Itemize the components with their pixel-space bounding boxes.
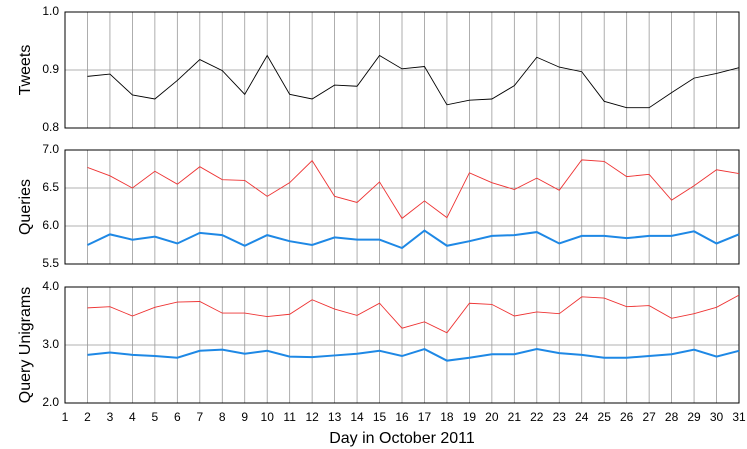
- x-tick-label: 29: [687, 410, 701, 424]
- y-axis-label: Query Unigrams: [17, 287, 34, 403]
- x-tick-label: 10: [261, 410, 275, 424]
- series-line: [87, 347, 740, 362]
- x-tick-label: 6: [174, 410, 181, 424]
- x-tick-label: 19: [463, 410, 477, 424]
- y-tick-label: 2.0: [42, 395, 59, 409]
- x-tick-label: 1: [62, 410, 69, 424]
- x-tick-label: 8: [219, 410, 226, 424]
- y-tick-label: 3.0: [42, 337, 59, 351]
- y-tick-label: 6.5: [42, 180, 59, 194]
- plot-frame: [64, 149, 740, 265]
- x-tick-label: 16: [395, 410, 409, 424]
- x-tick-label: 23: [553, 410, 567, 424]
- x-tick-label: 12: [305, 410, 319, 424]
- x-tick-label: 21: [508, 410, 522, 424]
- x-tick-label: 14: [350, 410, 364, 424]
- x-tick-label: 30: [710, 410, 724, 424]
- x-tick-label: 13: [328, 410, 342, 424]
- x-tick-label: 15: [373, 410, 387, 424]
- x-tick-label: 26: [620, 410, 634, 424]
- x-tick-label: 5: [152, 410, 159, 424]
- x-tick-label: 31: [732, 410, 746, 424]
- x-tick-label: 27: [642, 410, 656, 424]
- series-line: [87, 229, 740, 250]
- x-tick-label: 4: [129, 410, 136, 424]
- y-tick-label: 7.0: [42, 142, 59, 156]
- x-axis-label: Day in October 2011: [329, 430, 475, 447]
- series-line: [87, 159, 740, 220]
- x-tick-label: 7: [196, 410, 203, 424]
- x-tick-label: 28: [665, 410, 679, 424]
- y-tick-label: 1.0: [42, 4, 59, 18]
- plot-frame: [64, 11, 740, 129]
- x-tick-label: 9: [241, 410, 248, 424]
- x-tick-label: 3: [107, 410, 114, 424]
- x-tick-label: 2: [84, 410, 91, 424]
- x-tick-label: 17: [418, 410, 432, 424]
- y-tick-label: 0.9: [42, 62, 59, 76]
- y-axis-label: Tweets: [17, 45, 34, 96]
- x-tick-label: 18: [440, 410, 454, 424]
- series-line: [87, 54, 740, 109]
- x-tick-label: 24: [575, 410, 589, 424]
- y-axis-label: Queries: [17, 179, 34, 235]
- x-tick-label: 11: [283, 410, 296, 424]
- y-tick-label: 5.5: [42, 256, 59, 270]
- series-line: [87, 294, 740, 334]
- x-tick-label: 25: [598, 410, 612, 424]
- y-tick-label: 4.0: [42, 279, 59, 293]
- y-tick-label: 6.0: [42, 218, 59, 232]
- plot-frame: [64, 286, 740, 404]
- x-tick-label: 22: [530, 410, 544, 424]
- y-tick-label: 0.8: [42, 120, 59, 134]
- x-tick-label: 20: [485, 410, 499, 424]
